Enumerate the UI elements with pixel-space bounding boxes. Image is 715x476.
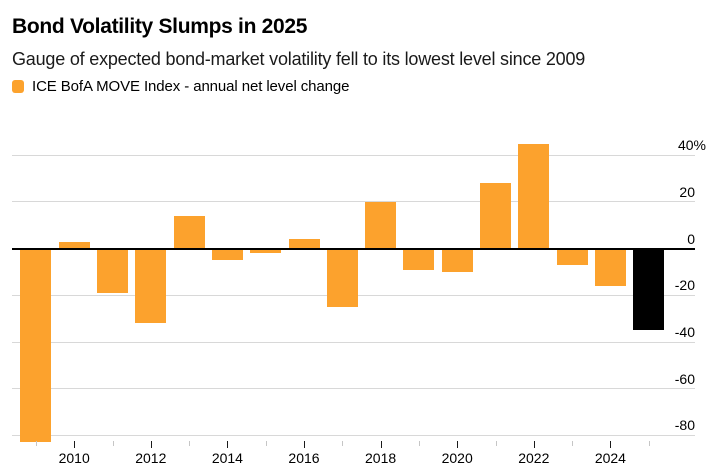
x-axis-label-2024: 2024	[594, 450, 626, 466]
chart-title: Bond Volatility Slumps in 2025	[12, 15, 308, 38]
y-axis-label--20: -20	[674, 277, 695, 294]
gridline-40	[12, 154, 695, 156]
x-axis-label-2010: 2010	[58, 450, 90, 466]
bar-2024	[594, 248, 626, 286]
bar-2017	[326, 248, 358, 307]
y-axis-label-0: 0	[687, 230, 695, 247]
x-tick-2016	[304, 441, 305, 448]
y-axis-label--80: -80	[674, 417, 695, 434]
gridline--40	[12, 341, 695, 343]
bar-2020	[441, 248, 473, 272]
x-tick-2021	[495, 441, 497, 446]
x-tick-2019	[418, 441, 420, 446]
y-axis-label--40: -40	[674, 324, 695, 340]
bar-2014	[211, 248, 243, 261]
x-tick-2013	[189, 441, 191, 446]
x-tick-2025	[648, 441, 650, 446]
gridline-20	[12, 201, 695, 203]
y-axis-label-20: 20	[679, 183, 695, 200]
zero-baseline	[12, 247, 695, 250]
bar-2011	[97, 248, 128, 293]
x-tick-2014	[227, 441, 229, 448]
x-axis-label-2022: 2022	[518, 450, 550, 466]
bar-2019	[403, 248, 435, 270]
x-tick-2011	[112, 441, 114, 446]
bar-2025	[633, 248, 665, 331]
x-tick-2009	[35, 441, 37, 446]
x-axis-label-2016: 2016	[288, 450, 320, 466]
chart-header: Bond Volatility Slumps in 2025 Gauge of …	[0, 0, 715, 95]
bar-2021	[480, 183, 511, 249]
legend-swatch-icon	[12, 80, 24, 93]
x-tick-2010	[74, 441, 76, 448]
x-tick-2022	[533, 441, 535, 448]
bar-2010	[58, 241, 90, 249]
x-tick-2015	[265, 441, 267, 446]
x-tick-2012	[150, 441, 152, 448]
legend-series-label: ICE BofA MOVE Index - annual net level c…	[32, 78, 350, 95]
bar-chart: 40% 20 0 -20 -40 -60 -80 2010 2012 2014 2016 2018 20…	[0, 137, 715, 476]
bar-2015	[250, 248, 282, 254]
chart-subtitle: Gauge of expected bond-market volatility…	[12, 49, 586, 69]
x-axis-label-2018: 2018	[365, 450, 397, 466]
bar-2023	[556, 248, 588, 265]
plot-area: 40% 20 0 -20 -40 -60 -80 2010 2012 2014 2016 2018 20…	[0, 137, 715, 476]
x-tick-2023	[572, 441, 574, 446]
legend: ICE BofA MOVE Index - annual net level c…	[12, 78, 703, 95]
y-axis-label-40: 40%	[677, 137, 706, 154]
x-tick-2018	[380, 441, 382, 448]
gridline--60	[12, 388, 695, 390]
bar-2022	[518, 143, 550, 249]
bar-2012	[135, 248, 167, 324]
bar-2013	[173, 215, 205, 249]
bar-2009	[20, 248, 52, 443]
x-tick-2020	[457, 441, 459, 448]
y-axis-label--60: -60	[674, 370, 695, 387]
x-tick-2017	[342, 441, 344, 446]
x-axis-label-2012: 2012	[135, 450, 167, 466]
gridline--80	[12, 434, 695, 436]
x-axis-label-2014: 2014	[211, 450, 243, 466]
bar-2016	[288, 239, 320, 249]
x-axis-label-2020: 2020	[441, 450, 473, 466]
x-tick-2024	[610, 441, 612, 448]
bar-2018	[365, 201, 397, 249]
